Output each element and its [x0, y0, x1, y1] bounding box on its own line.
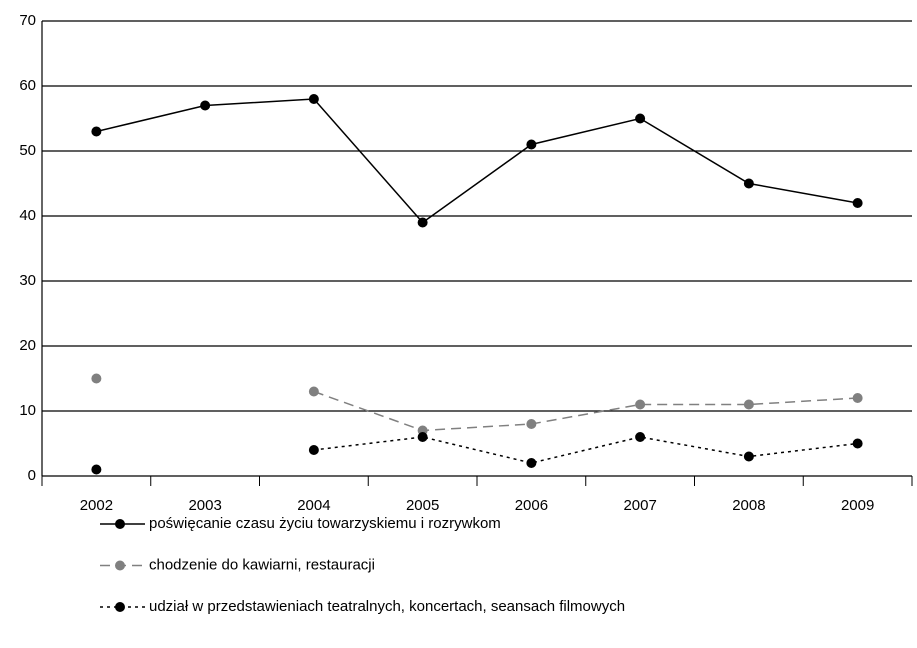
y-tick-label: 50: [19, 142, 36, 159]
data-point: [200, 100, 211, 111]
legend-label: udział w przedstawieniach teatralnych, k…: [149, 598, 625, 615]
data-point: [91, 464, 102, 475]
data-point: [417, 432, 428, 442]
data-point: [526, 419, 537, 429]
data-point: [743, 399, 754, 410]
data-point: [743, 451, 754, 462]
legend-marker: [115, 519, 125, 529]
data-point: [308, 445, 319, 455]
y-tick-label: 60: [19, 77, 36, 94]
y-tick-label: 70: [19, 12, 36, 29]
y-tick-label: 0: [28, 467, 36, 484]
data-point: [308, 386, 319, 397]
series-line: [313, 390, 858, 432]
legend-label: chodzenie do kawiarni, restauracji: [149, 556, 375, 573]
data-point: [91, 373, 102, 384]
legend-marker: [115, 602, 125, 612]
y-tick-label: 40: [19, 207, 36, 224]
x-tick-label: 2008: [732, 497, 765, 514]
data-point: [526, 458, 537, 468]
y-tick-label: 10: [19, 402, 36, 419]
series-line: [96, 98, 858, 224]
data-point: [526, 139, 537, 150]
data-point: [91, 126, 102, 137]
data-point: [635, 432, 646, 442]
data-point: [417, 217, 428, 228]
x-tick-label: 2004: [297, 497, 330, 514]
data-point: [635, 399, 646, 410]
data-point: [852, 198, 863, 208]
x-tick-label: 2006: [515, 497, 548, 514]
data-point: [852, 393, 863, 403]
data-point: [635, 113, 646, 124]
data-point: [852, 438, 863, 449]
y-tick-label: 30: [19, 272, 36, 289]
legend-label: poświęcanie czasu życiu towarzyskiemu i …: [149, 515, 501, 532]
x-tick-label: 2005: [406, 497, 439, 514]
y-tick-label: 20: [19, 337, 36, 354]
series-line: [313, 436, 858, 464]
x-tick-label: 2009: [841, 497, 874, 514]
legend-marker: [115, 560, 125, 571]
x-tick-label: 2003: [188, 497, 221, 514]
data-point: [743, 178, 754, 189]
data-point: [308, 94, 319, 104]
x-tick-label: 2002: [80, 497, 113, 514]
x-tick-label: 2007: [623, 497, 656, 514]
